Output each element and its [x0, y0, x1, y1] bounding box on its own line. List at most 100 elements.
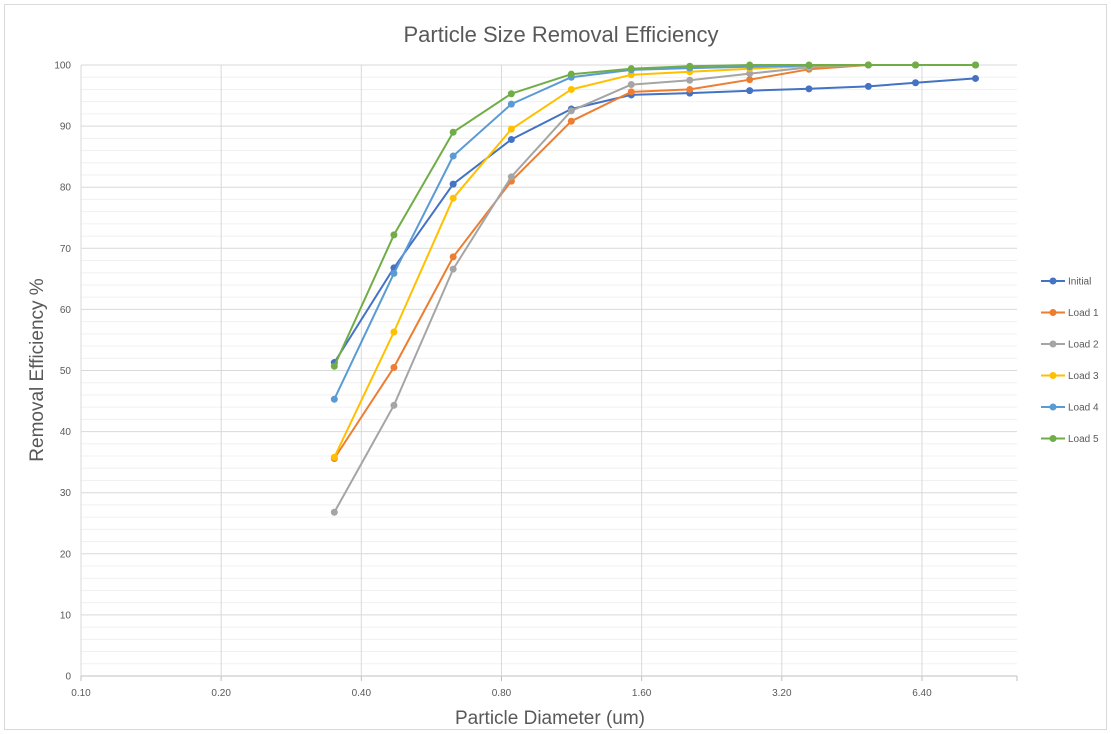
- legend-item-load-4: Load 4: [1041, 403, 1099, 414]
- series-load-5: [330, 61, 979, 370]
- legend-item-load-1: Load 1: [1041, 308, 1099, 319]
- x-tick-label: 0.10: [71, 688, 91, 699]
- data-point-load-2: [390, 401, 398, 409]
- data-point-load-5: [686, 62, 694, 70]
- series-load-4: [330, 61, 979, 403]
- data-point-load-5: [507, 90, 515, 98]
- legend-item-load-5: Load 5: [1041, 434, 1099, 445]
- legend-marker-load-3: [1049, 372, 1057, 379]
- chart-title: Particle Size Removal Efficiency: [403, 22, 718, 47]
- series-line-load-2: [333, 64, 976, 513]
- data-point-initial: [449, 180, 457, 188]
- data-point-initial: [971, 74, 979, 82]
- series-load-3: [330, 61, 979, 461]
- y-tick-label: 30: [60, 488, 72, 499]
- data-point-load-2: [746, 70, 754, 78]
- data-point-load-4: [330, 395, 338, 403]
- data-point-initial: [746, 87, 754, 95]
- data-point-load-5: [567, 70, 575, 78]
- y-tick-label: 90: [60, 122, 72, 133]
- series-lines: [330, 61, 979, 516]
- data-point-load-2: [686, 76, 694, 84]
- data-point-load-4: [390, 269, 398, 277]
- data-point-load-5: [746, 61, 754, 69]
- data-point-load-3: [567, 85, 575, 93]
- series-line-load-1: [333, 64, 976, 460]
- chart-frame: [4, 4, 1107, 730]
- legend-label-load-5: Load 5: [1068, 434, 1099, 445]
- axes: 0 10 20 30 40 50 60 70 80 90 100 0.10 0.20 0.40 0.80 1.…: [54, 61, 1018, 699]
- legend-label-initial: Initial: [1068, 277, 1091, 288]
- series-load-1: [330, 61, 979, 462]
- legend-marker-load-2: [1049, 340, 1057, 348]
- data-point-load-1: [449, 253, 457, 261]
- legend-item-load-2: Load 2: [1041, 340, 1099, 351]
- data-point-load-4: [449, 152, 457, 160]
- y-tick-label: 60: [60, 305, 72, 316]
- x-axis-title: Particle Diameter (um): [455, 708, 645, 729]
- y-tick-label: 40: [60, 427, 72, 438]
- y-tick-label: 100: [54, 61, 71, 72]
- series-line-load-5: [333, 64, 976, 367]
- data-point-load-3: [627, 71, 635, 79]
- x-tick-label: 0.40: [352, 688, 372, 699]
- data-point-load-2: [330, 508, 338, 516]
- y-tick-label: 80: [60, 183, 72, 194]
- series-line-load-3: [333, 64, 976, 458]
- legend-label-load-3: Load 3: [1068, 371, 1099, 382]
- x-tick-label: 1.60: [632, 688, 652, 699]
- y-tick-label: 70: [60, 244, 72, 255]
- y-tick-label: 50: [60, 366, 72, 377]
- grid: [80, 64, 1017, 677]
- x-tick-label: 0.20: [211, 688, 231, 699]
- series-line-load-4: [333, 64, 976, 400]
- data-point-load-2: [449, 265, 457, 273]
- data-point-initial: [912, 79, 920, 87]
- series-initial: [330, 74, 979, 367]
- data-point-load-5: [805, 61, 813, 69]
- y-axis-title: Removal Efficiency %: [27, 278, 48, 461]
- y-tick-label: 10: [60, 610, 72, 621]
- series-line-initial: [333, 77, 976, 364]
- data-point-load-4: [507, 100, 515, 108]
- legend-label-load-1: Load 1: [1068, 308, 1099, 319]
- data-point-load-5: [449, 128, 457, 136]
- data-point-load-1: [627, 88, 635, 96]
- x-tick-label: 6.40: [912, 688, 932, 699]
- data-point-load-3: [507, 125, 515, 133]
- legend-item-initial: Initial: [1041, 277, 1091, 288]
- data-point-load-5: [627, 65, 635, 73]
- data-point-load-5: [864, 61, 872, 69]
- series-load-2: [330, 61, 979, 516]
- data-point-load-5: [330, 362, 338, 370]
- data-point-initial: [864, 82, 872, 90]
- data-point-load-2: [627, 81, 635, 89]
- data-point-load-5: [971, 61, 979, 69]
- y-tick-label: 20: [60, 549, 72, 560]
- legend-marker-initial: [1049, 277, 1057, 285]
- legend-marker-load-5: [1049, 435, 1057, 442]
- y-tick-label: 0: [65, 672, 71, 683]
- legend-marker-load-1: [1049, 309, 1057, 316]
- x-tick-label: 3.20: [772, 688, 792, 699]
- data-point-load-5: [390, 231, 398, 239]
- legend-item-load-3: Load 3: [1041, 371, 1099, 382]
- data-point-load-3: [449, 194, 457, 202]
- data-point-initial: [507, 136, 515, 144]
- data-point-load-1: [686, 85, 694, 93]
- legend-label-load-4: Load 4: [1068, 403, 1099, 414]
- x-tick-label: 0.80: [492, 688, 512, 699]
- data-point-initial: [805, 85, 813, 93]
- data-point-load-5: [912, 61, 920, 69]
- data-point-load-2: [567, 107, 575, 115]
- legend: Initial Load 1 Load 2 Load 3 Load 4 Load 5: [1041, 277, 1099, 445]
- data-point-load-3: [390, 328, 398, 336]
- data-point-load-1: [390, 363, 398, 371]
- legend-label-load-2: Load 2: [1068, 340, 1099, 351]
- data-point-load-1: [746, 76, 754, 84]
- data-point-load-1: [567, 117, 575, 125]
- legend-marker-load-4: [1049, 403, 1057, 411]
- data-point-load-3: [330, 453, 338, 461]
- data-point-load-2: [507, 173, 515, 181]
